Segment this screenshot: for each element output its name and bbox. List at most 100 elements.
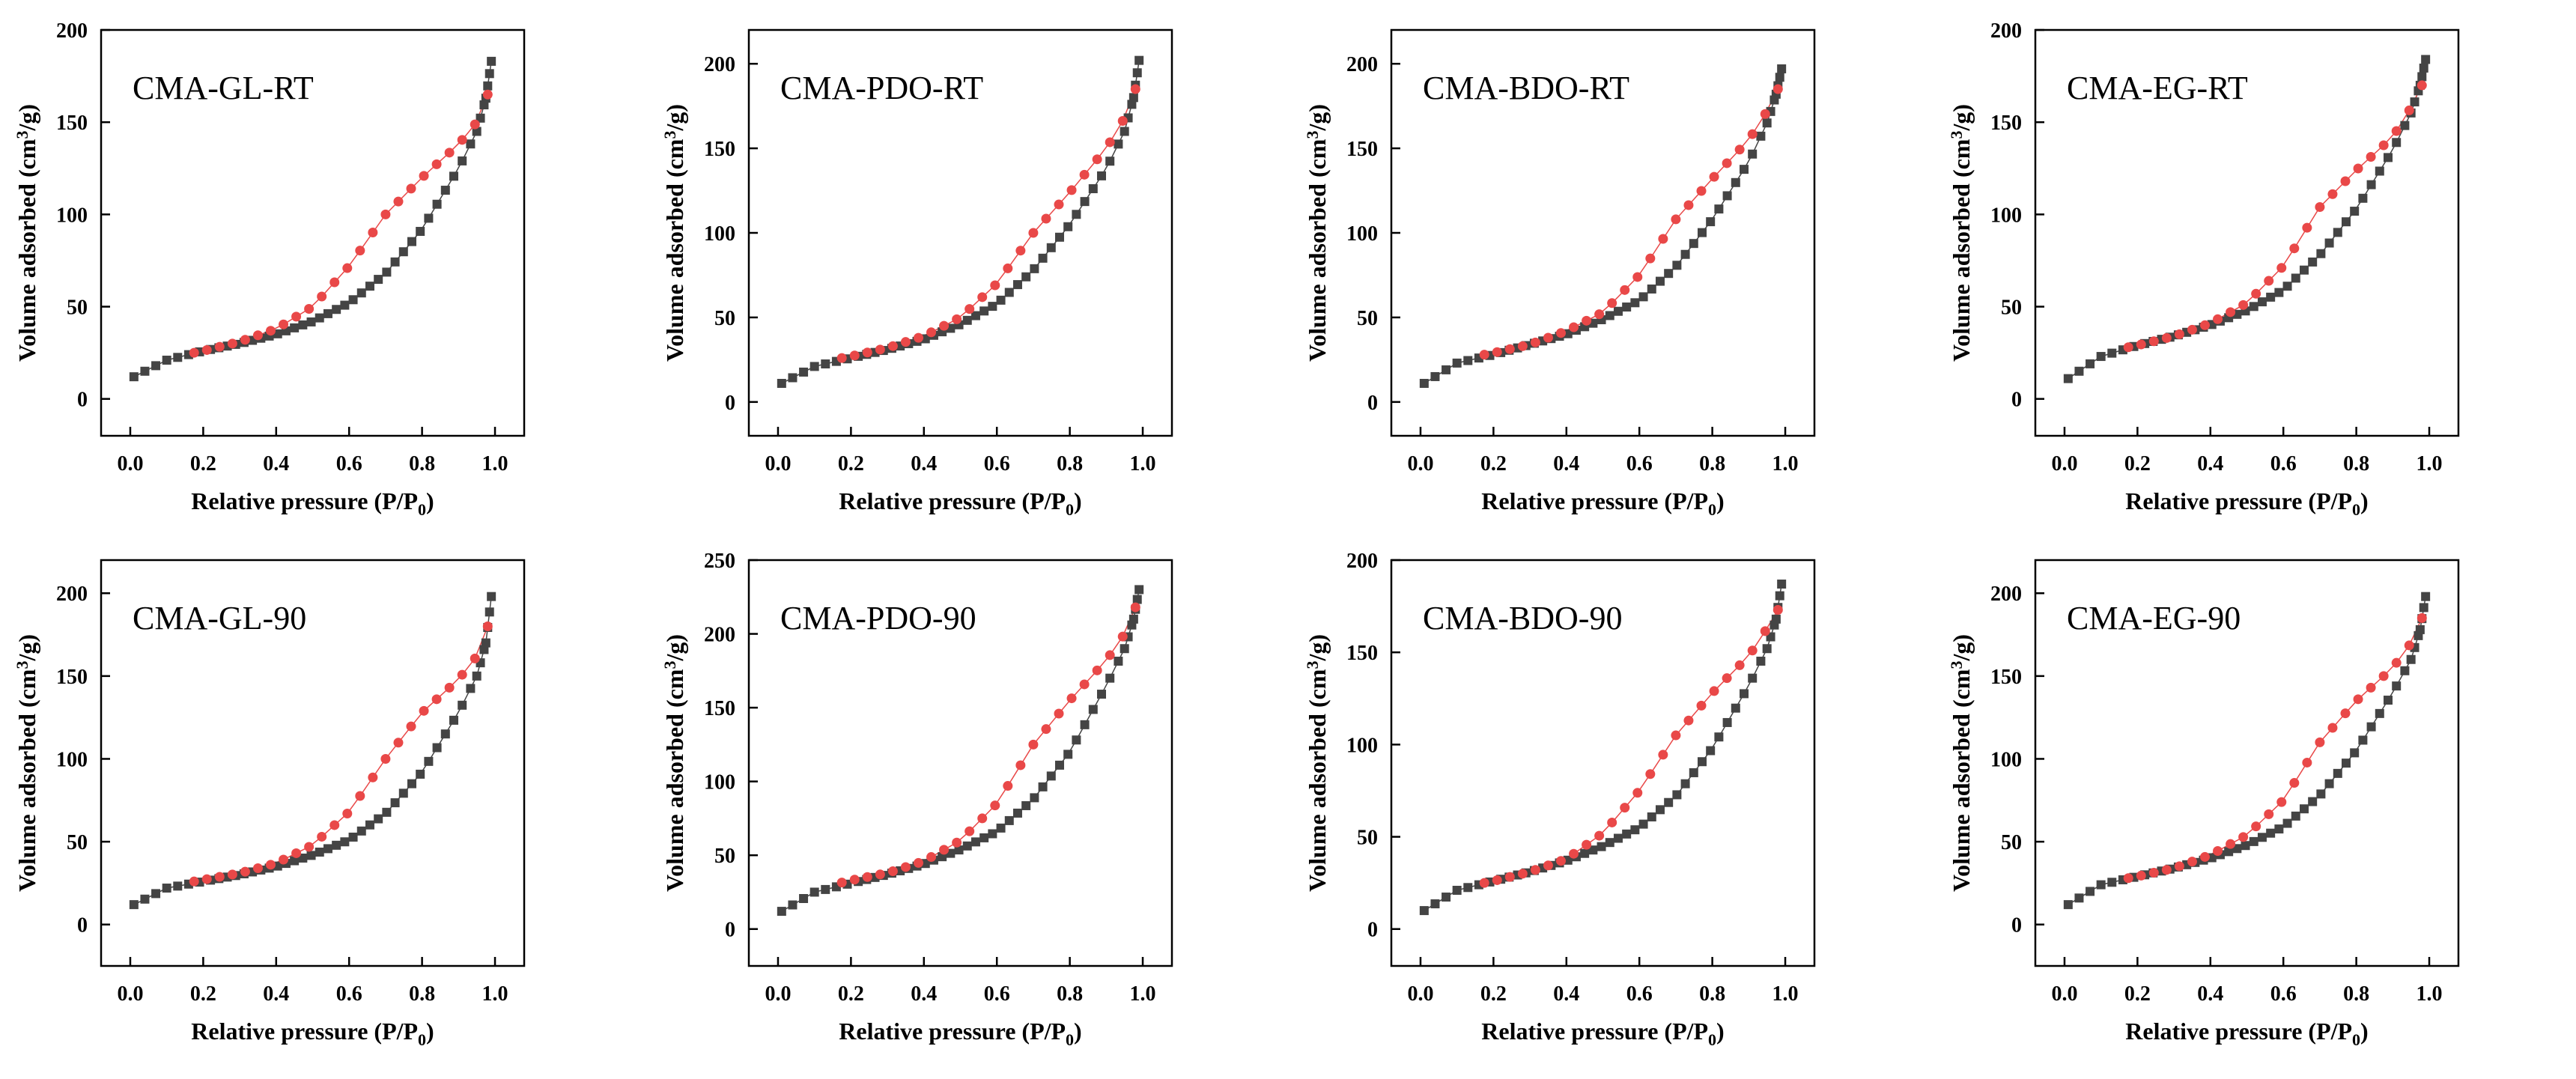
adsorption-point [2333,228,2342,237]
desorption-point [1734,145,1745,155]
desorption-line [842,88,1136,359]
adsorption-point [365,820,374,830]
adsorption-point [1664,269,1674,279]
adsorption-point [2417,72,2427,82]
adsorption-point [1012,808,1022,818]
desorption-point [1683,715,1694,726]
adsorption-point [1775,591,1784,601]
adsorption-point [2063,374,2073,383]
adsorption-point [1613,833,1623,843]
desorption-point [201,874,212,884]
adsorption-point [1463,356,1473,365]
adsorption-point [2107,348,2117,358]
adsorption-point [2074,893,2084,903]
desorption-point [240,335,250,345]
y-axis-title-superscript: 3 [1303,661,1322,669]
adsorption-point [1004,815,1014,825]
adsorption-point [1714,732,1724,742]
desorption-point [1130,84,1140,94]
adsorption-point [2392,681,2402,691]
adsorption-point [1597,842,1606,851]
adsorption-point [1114,657,1123,666]
adsorption-point [1655,276,1665,286]
y-tick-label: 100 [704,222,735,246]
adsorption-point [2316,249,2326,258]
desorption-point [1492,347,1502,357]
adsorption-point [2096,352,2106,362]
desorption-point [2327,189,2338,199]
desorption-point [2136,339,2146,350]
adsorption-point [1463,883,1473,893]
x-tick-label: 1.0 [482,452,508,475]
adsorption-point [432,743,442,753]
desorption-point [1530,865,1540,875]
adsorption-point [1622,303,1632,312]
x-axis-title-subscript: 0 [2352,500,2360,519]
desorption-point [1066,185,1077,195]
desorption-point [227,869,237,880]
x-tick-label: 0.2 [1480,982,1507,1006]
desorption-point [2366,682,2376,693]
desorption-point [2187,857,2197,867]
adsorption-point [799,893,809,903]
adsorption-point [1038,253,1048,263]
adsorption-point [988,829,997,839]
desorption-point [470,119,480,130]
desorption-point [1658,234,1668,244]
y-tick-label: 0 [2011,389,2022,412]
x-tick-label: 0.4 [1553,982,1579,1006]
x-axis-title-subscript: 0 [2352,1030,2360,1049]
adsorption-point [2358,735,2368,745]
adsorption-point [1128,93,1138,103]
adsorption-point [1419,906,1429,916]
x-tick-label: 0.2 [838,982,864,1006]
adsorption-point [332,840,341,850]
desorption-point [1709,686,1719,696]
desorption-point [2161,865,2172,875]
adsorption-point [2299,265,2309,275]
adsorption-point [390,257,400,267]
x-tick-label: 1.0 [1772,982,1799,1006]
desorption-line [2128,85,2422,348]
desorption-point [1620,285,1630,295]
desorption-point [2378,671,2389,681]
desorption-point [1632,788,1643,798]
adsorption-point [1430,371,1440,381]
desorption-point [1028,228,1039,238]
desorption-point [201,344,212,355]
adsorption-point [988,302,997,311]
desorption-point [887,341,898,351]
x-tick-label: 0.6 [2270,982,2297,1006]
x-tick-label: 0.8 [2343,982,2369,1006]
desorption-point [1734,660,1745,670]
adsorption-point [1775,73,1784,82]
y-tick-label: 0 [725,919,735,942]
desorption-line [1484,610,1778,884]
adsorption-point [487,592,496,601]
desorption-point [2404,640,2414,651]
desorption-point [1582,315,1592,326]
y-tick-label: 200 [704,624,735,647]
desorption-point [2378,140,2389,151]
adsorption-point [777,907,786,917]
adsorption-point [1088,184,1098,194]
adsorption-point [374,814,383,824]
plot-frame [1390,559,1816,967]
desorption-point [189,347,199,358]
x-axis-title-main: Relative pressure (P/P [191,1018,418,1045]
x-tick-label: 0.4 [2197,452,2223,475]
adsorption-point [1046,771,1056,781]
desorption-point [1760,626,1770,636]
adsorption-point [440,729,450,739]
panel-title: CMA-PDO-90 [780,600,976,636]
panel-title: CMA-EG-RT [2067,70,2248,106]
desorption-point [1015,246,1026,256]
adsorption-point [799,367,809,377]
adsorption-point [2241,841,2250,851]
adsorption-point [1054,760,1064,770]
adsorption-point [1419,378,1429,388]
panel-title: CMA-GL-90 [133,600,306,636]
y-tick-label: 150 [1990,112,2022,135]
adsorption-point [2406,654,2416,664]
desorption-point [393,196,404,207]
